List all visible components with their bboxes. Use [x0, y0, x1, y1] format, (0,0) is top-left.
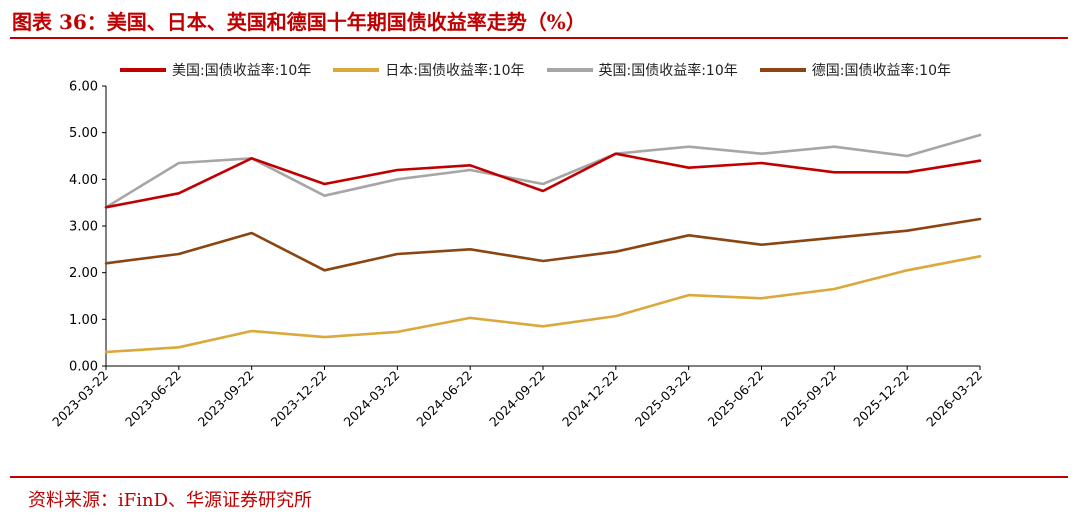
chart-title: 图表 36：美国、日本、英国和德国十年期国债收益率走势（%） [12, 10, 586, 34]
x-tick-label: 2023-09-22 [195, 368, 257, 430]
source-rule [10, 476, 1068, 478]
y-tick-label: 3.00 [69, 220, 98, 235]
legend-label-uk: 英国:国债收益率:10年 [598, 63, 738, 79]
legend-item-uk: 英国:国债收益率:10年 [546, 60, 738, 80]
legend-swatch-us [120, 68, 166, 72]
y-tick-label: 5.00 [69, 126, 98, 141]
y-tick-label: 1.00 [69, 313, 98, 328]
title-rule [10, 37, 1068, 39]
legend-label-jp: 日本:国债收益率:10年 [385, 63, 525, 79]
legend: 美国:国债收益率:10年 日本:国债收益率:10年 英国:国债收益率:10年 德… [120, 60, 951, 80]
series-line-de [104, 217, 982, 272]
x-tick-label: 2025-09-22 [777, 368, 839, 430]
x-tick-label: 2023-03-22 [49, 368, 111, 430]
x-tick-label: 2026-03-22 [923, 368, 985, 430]
y-tick-label: 2.00 [69, 266, 98, 281]
legend-label-de: 德国:国债收益率:10年 [811, 63, 951, 79]
series-line-us [104, 152, 982, 209]
x-tick-label: 2024-03-22 [340, 368, 402, 430]
x-tick-label: 2024-09-22 [486, 368, 548, 430]
x-tick-label: 2024-06-22 [413, 368, 475, 430]
x-tick-label: 2023-12-22 [268, 368, 330, 430]
legend-swatch-uk [546, 68, 593, 72]
legend-item-de: 德国:国债收益率:10年 [759, 60, 951, 80]
series-line-jp [104, 254, 982, 354]
x-tick-label: 2024-12-22 [559, 368, 621, 430]
legend-label-us: 美国:国债收益率:10年 [172, 63, 312, 79]
y-tick-label: 6.00 [69, 80, 98, 95]
y-tick-label: 0.00 [69, 360, 98, 375]
x-tick-label: 2025-06-22 [705, 368, 767, 430]
legend-item-us: 美国:国债收益率:10年 [120, 60, 311, 80]
x-tick-label: 2025-03-22 [632, 368, 694, 430]
legend-swatch-de [759, 68, 806, 72]
legend-item-jp: 日本:国债收益率:10年 [333, 60, 525, 80]
y-tick-label: 4.00 [69, 173, 98, 188]
source-note: 资料来源：iFinD、华源证券研究所 [28, 490, 313, 511]
legend-swatch-jp [333, 68, 380, 72]
x-tick-label: 2023-06-22 [122, 368, 184, 430]
x-tick-label: 2025-12-22 [850, 368, 912, 430]
